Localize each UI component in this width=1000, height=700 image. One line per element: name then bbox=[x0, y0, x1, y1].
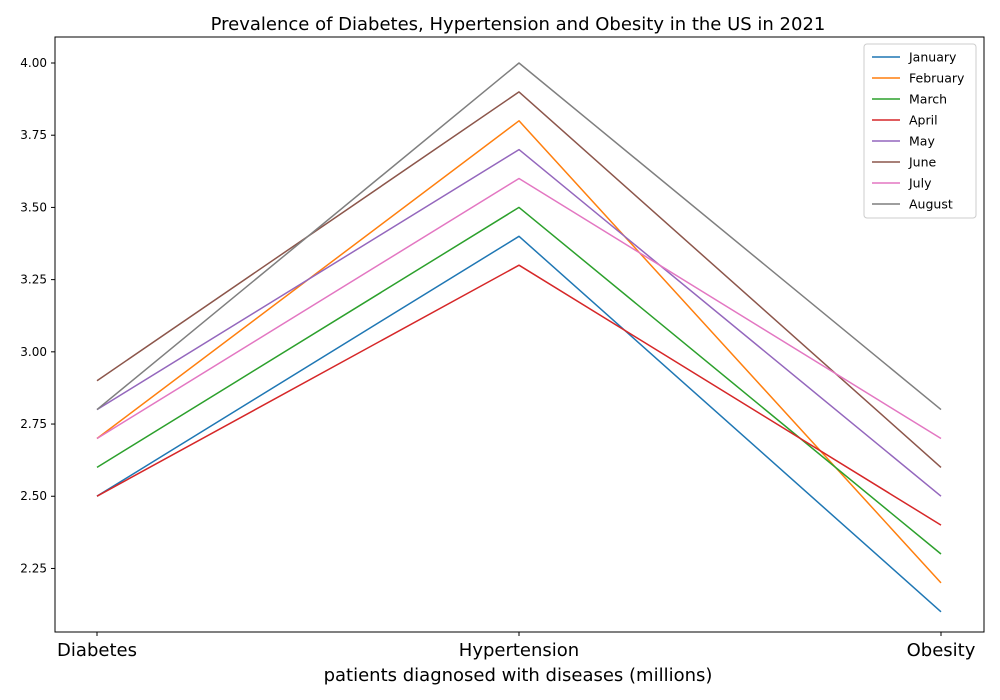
series-line-february bbox=[96, 120, 942, 584]
plot-area: 2.25 2.50 2.75 3.00 3.25 3.50 3.75 4.00 Diabetes… bbox=[20, 36, 985, 661]
x-tick-label: Hypertension bbox=[459, 640, 579, 661]
series-line-may bbox=[96, 148, 942, 497]
legend-label: February bbox=[909, 71, 965, 86]
y-tick-label: 2.75 bbox=[20, 417, 47, 431]
legend-label: January bbox=[908, 50, 957, 65]
legend-label: April bbox=[909, 113, 938, 128]
y-tick-label: 3.75 bbox=[20, 128, 47, 142]
legend-label: August bbox=[909, 197, 953, 212]
legend-label: May bbox=[909, 134, 935, 149]
x-axis-label: patients diagnosed with diseases (millio… bbox=[324, 665, 713, 686]
y-tick-label: 2.50 bbox=[20, 489, 47, 503]
legend-label: June bbox=[908, 155, 937, 170]
series-line-june bbox=[96, 91, 942, 468]
x-tick-label: Obesity bbox=[907, 640, 976, 661]
y-tick-label: 2.25 bbox=[20, 561, 47, 575]
legend-box bbox=[863, 43, 977, 219]
y-tick-label: 4.00 bbox=[20, 56, 47, 70]
chart-title: Prevalence of Diabetes, Hypertension and… bbox=[211, 14, 826, 35]
series-line-july bbox=[96, 177, 942, 440]
series-line-january bbox=[96, 235, 942, 613]
y-tick-label: 3.25 bbox=[20, 273, 47, 287]
y-tick-label: 3.00 bbox=[20, 345, 47, 359]
legend: January February March April May June July Augu… bbox=[863, 43, 977, 219]
y-tick-label: 3.50 bbox=[20, 200, 47, 214]
series-line-april bbox=[96, 264, 942, 526]
legend-label: July bbox=[908, 176, 932, 191]
x-tick-label: Diabetes bbox=[57, 640, 137, 661]
series-line-august bbox=[96, 62, 942, 411]
legend-label: March bbox=[909, 92, 947, 107]
